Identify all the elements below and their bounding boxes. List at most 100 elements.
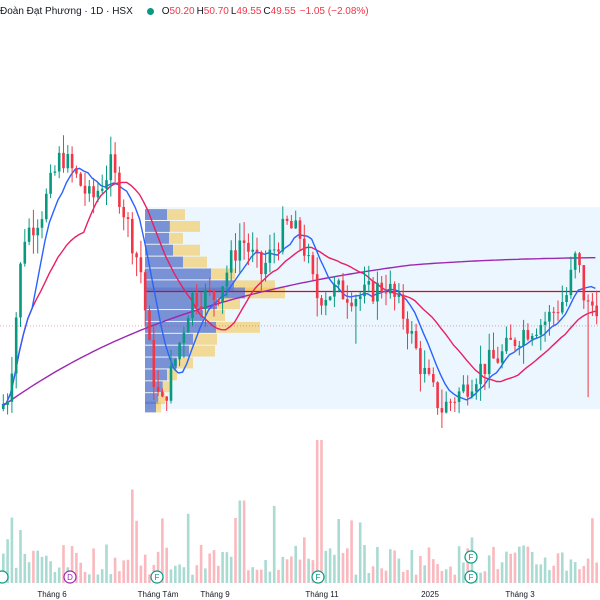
volume-bar xyxy=(100,569,104,583)
volume-bar xyxy=(384,570,388,583)
volume-bar xyxy=(294,545,297,583)
candle-body xyxy=(182,332,186,343)
volume-bar xyxy=(2,553,5,583)
candle-body xyxy=(436,382,439,409)
candle-body xyxy=(290,221,293,229)
candle-body xyxy=(199,306,203,310)
candle-body xyxy=(234,250,237,261)
volume-profile-bar-buy xyxy=(145,298,217,310)
volume-bar xyxy=(6,539,9,583)
candle-body xyxy=(500,351,504,363)
volume-profile-bar-buy xyxy=(145,333,193,345)
volume-bar xyxy=(427,547,431,583)
symbol-title[interactable]: Đoàn Đạt Phương · 1D · HSX xyxy=(0,5,133,17)
change-value: −1.05 (−2.08%) xyxy=(299,5,369,17)
candle-body xyxy=(530,336,534,340)
volume-bar xyxy=(174,565,177,583)
volume-bar xyxy=(260,569,263,583)
volume-bar xyxy=(569,559,573,583)
volume-bar xyxy=(518,546,521,583)
volume-profile-bar-buy xyxy=(145,393,159,405)
candle-body xyxy=(303,238,306,256)
volume-bar xyxy=(70,546,74,583)
volume-bar xyxy=(204,568,207,583)
candle-body xyxy=(23,241,27,264)
candle-body xyxy=(139,257,143,273)
volume-bar xyxy=(397,558,401,583)
candle-body xyxy=(32,227,35,236)
volume-bar xyxy=(543,557,547,583)
candle-body xyxy=(363,284,366,297)
candle-body xyxy=(582,265,586,301)
volume-bar xyxy=(88,574,91,583)
volume-bar xyxy=(354,574,358,583)
candle-body xyxy=(397,294,401,297)
volume-bar xyxy=(492,546,495,583)
candle-body xyxy=(475,384,478,392)
volume-bar xyxy=(315,440,319,583)
volume-bar xyxy=(264,559,267,583)
volume-bar xyxy=(23,553,27,583)
candle-body xyxy=(268,249,272,263)
volume-bar xyxy=(535,564,538,583)
volume-bar xyxy=(251,567,254,583)
volume-bar xyxy=(337,519,340,583)
volume-profile-bar-buy xyxy=(145,357,177,369)
low-label: L xyxy=(230,5,237,17)
candle-body xyxy=(298,220,302,239)
volume-bar xyxy=(324,550,328,583)
volume-bar xyxy=(247,570,250,583)
candle-body xyxy=(479,363,482,385)
candle-body xyxy=(548,311,551,322)
volume-bar xyxy=(483,571,487,583)
volume-bar xyxy=(298,559,302,583)
volume-bar xyxy=(462,562,465,583)
candle-body xyxy=(462,384,465,392)
close-value: 49.55 xyxy=(270,5,296,17)
candle-body xyxy=(578,253,581,266)
volume-bar xyxy=(333,554,336,583)
volume-bar xyxy=(238,500,242,583)
event-marker-label: F xyxy=(155,573,160,582)
candle-body xyxy=(509,337,512,340)
volume-bar xyxy=(32,550,35,583)
candle-body xyxy=(526,329,530,340)
volume-bar xyxy=(229,556,233,583)
volume-bar xyxy=(556,553,560,583)
volume-bar xyxy=(582,565,586,583)
volume-bar xyxy=(27,562,31,583)
volume-profile-bar-buy xyxy=(145,280,234,292)
low-value: 49.55 xyxy=(236,5,262,17)
event-marker-f-icon xyxy=(464,550,478,564)
volume-bar xyxy=(487,555,491,583)
volume-bar xyxy=(367,573,371,583)
candle-body xyxy=(238,240,242,261)
candle-body xyxy=(487,349,491,375)
volume-bar xyxy=(79,562,82,583)
volume-bar xyxy=(526,546,530,583)
candle-body xyxy=(539,324,543,335)
volume-bar xyxy=(131,489,134,583)
event-marker-label: F xyxy=(469,573,474,582)
volume-bar xyxy=(281,556,285,583)
volume-bar xyxy=(75,552,78,583)
volume-bar xyxy=(522,545,525,583)
candle-body xyxy=(552,311,555,313)
volume-profile-bar-buy xyxy=(145,268,211,280)
volume-bar xyxy=(109,574,113,583)
volume-bar xyxy=(479,572,482,583)
x-axis-tick-label: Tháng 11 xyxy=(305,590,339,599)
candle-body xyxy=(350,302,353,307)
volume-bar xyxy=(401,571,405,583)
volume-bar xyxy=(414,574,418,583)
candle-body xyxy=(432,373,435,383)
volume-bar xyxy=(113,557,117,583)
candle-body xyxy=(247,242,250,252)
candle-body xyxy=(272,249,276,251)
volume-bar xyxy=(303,537,306,583)
candle-body xyxy=(324,299,328,306)
candle-body xyxy=(36,227,39,236)
candle-body xyxy=(217,299,220,303)
event-marker-label: D xyxy=(67,573,73,582)
